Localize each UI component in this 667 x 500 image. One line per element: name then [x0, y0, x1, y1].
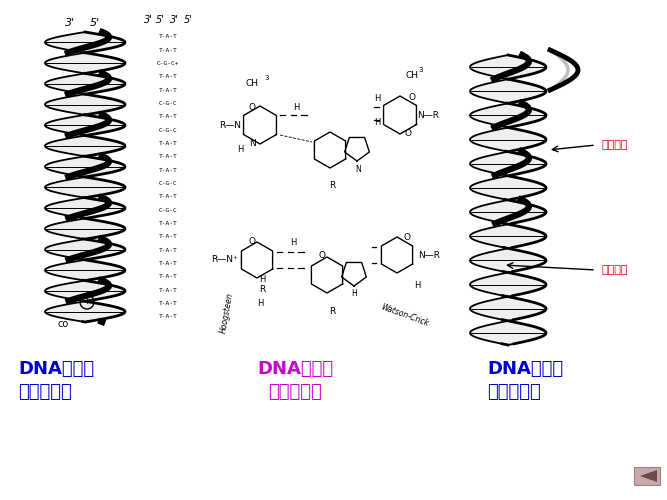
Text: DNA三链间: DNA三链间 [257, 360, 333, 378]
Text: T-A-T: T-A-T [159, 141, 177, 146]
Text: N—R: N—R [418, 250, 440, 260]
Text: T-A-T: T-A-T [159, 261, 177, 266]
Text: C-G-C: C-G-C [159, 181, 177, 186]
Text: H: H [237, 144, 243, 154]
Text: O: O [408, 92, 416, 102]
Text: H: H [290, 238, 296, 247]
Text: 多聚嘌呤: 多聚嘌呤 [601, 140, 628, 150]
Text: co: co [57, 319, 69, 329]
Text: O: O [249, 238, 255, 246]
Text: O: O [404, 232, 410, 241]
Text: H: H [414, 280, 420, 289]
Text: Hoogsteen: Hoogsteen [219, 292, 235, 334]
Text: T-A-T: T-A-T [159, 114, 177, 119]
Text: 的三链结构: 的三链结构 [18, 383, 72, 401]
Polygon shape [342, 262, 366, 286]
Text: T-A-T: T-A-T [159, 314, 177, 320]
Text: N—R: N—R [417, 110, 439, 120]
Text: T-A-T: T-A-T [159, 48, 177, 53]
Text: C-G-C+: C-G-C+ [157, 61, 179, 66]
Text: 的三链结构: 的三链结构 [487, 383, 541, 401]
Text: T: T [85, 298, 89, 306]
Text: 3: 3 [264, 75, 269, 81]
Text: 5': 5' [90, 18, 100, 28]
Text: T-A-T: T-A-T [159, 234, 177, 240]
Text: 3': 3' [143, 15, 153, 25]
Text: R: R [329, 180, 335, 190]
Text: 3': 3' [65, 18, 75, 28]
Text: CH: CH [245, 78, 258, 88]
Polygon shape [241, 242, 273, 278]
Text: T-A-T: T-A-T [159, 34, 177, 40]
Polygon shape [384, 96, 416, 134]
Text: R—N: R—N [219, 120, 241, 130]
Text: C-G-C: C-G-C [159, 128, 177, 133]
Text: T-A-T: T-A-T [159, 194, 177, 200]
Text: H: H [259, 274, 265, 283]
Text: R—N⁺: R—N⁺ [211, 256, 238, 264]
Text: T-A-T: T-A-T [159, 248, 177, 253]
Text: T-A-T: T-A-T [159, 274, 177, 280]
Text: T-A-T: T-A-T [159, 288, 177, 293]
Polygon shape [345, 138, 370, 161]
Polygon shape [243, 106, 276, 144]
FancyBboxPatch shape [634, 467, 660, 485]
Text: T-A-T: T-A-T [159, 88, 177, 93]
Text: H: H [374, 94, 380, 103]
Text: H: H [351, 288, 357, 298]
Text: T-A-T: T-A-T [159, 154, 177, 160]
Text: T-A-T: T-A-T [159, 74, 177, 80]
Text: T-A-T: T-A-T [159, 301, 177, 306]
Text: DNA分子间: DNA分子间 [18, 360, 94, 378]
Text: Watson-Crick: Watson-Crick [380, 302, 430, 328]
Text: 3: 3 [418, 67, 422, 73]
Text: 3': 3' [169, 15, 179, 25]
Polygon shape [311, 257, 343, 293]
Text: DNA分子内: DNA分子内 [487, 360, 563, 378]
Text: 5': 5' [183, 15, 193, 25]
Text: O: O [404, 128, 412, 138]
Text: C-G-C: C-G-C [159, 101, 177, 106]
Text: 的碱基配对: 的碱基配对 [268, 383, 322, 401]
Text: H: H [257, 298, 263, 308]
Text: R: R [329, 306, 335, 316]
Polygon shape [314, 132, 346, 168]
Text: C-G-C: C-G-C [159, 208, 177, 213]
Text: N: N [355, 164, 361, 173]
Text: R: R [259, 286, 265, 294]
Text: 5': 5' [155, 15, 165, 25]
Text: O: O [319, 250, 325, 260]
Text: 多聚嘧啶: 多聚嘧啶 [601, 265, 628, 275]
Text: T-A-T: T-A-T [159, 168, 177, 173]
Text: H: H [293, 103, 299, 112]
Text: H: H [374, 118, 380, 127]
Text: O: O [249, 102, 255, 112]
Text: N: N [249, 138, 255, 147]
Text: CH: CH [405, 70, 418, 80]
Polygon shape [382, 237, 413, 273]
Polygon shape [640, 470, 657, 482]
Text: T-A-T: T-A-T [159, 221, 177, 226]
